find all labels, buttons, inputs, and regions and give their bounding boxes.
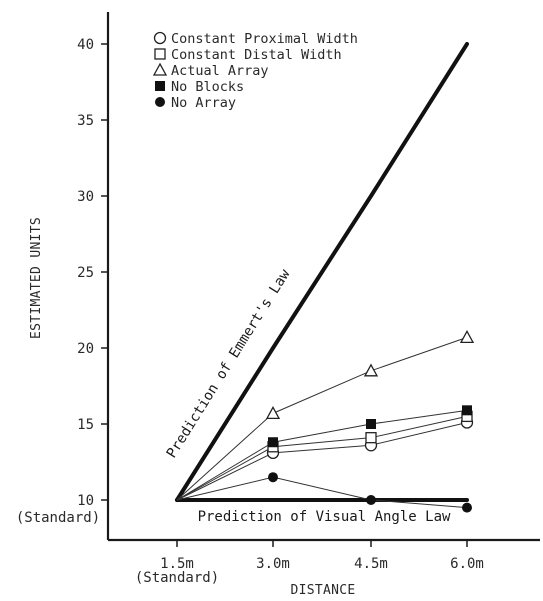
legend-label-1: Constant Distal Width (171, 47, 342, 63)
x-axis-title: DISTANCE (290, 583, 355, 598)
series-line-3 (176, 409, 468, 501)
y-tick-label-35: 35 (77, 113, 94, 129)
data-point-2-2 (363, 363, 379, 377)
y-standard-note: (Standard) (16, 510, 100, 526)
legend-label-0: Constant Proximal Width (171, 31, 358, 47)
series-4 (176, 472, 472, 513)
legend-label-4: No Array (171, 95, 236, 111)
series-group (176, 330, 475, 513)
reference-lines (175, 42, 469, 502)
data-point-2-1 (265, 406, 281, 420)
x-ticks: 1.5m 3.0m 4.5m 6.0m (160, 540, 484, 572)
series-3 (176, 405, 472, 501)
emmert-law-line (175, 42, 469, 502)
data-point-3-1 (268, 437, 278, 448)
data-point-2-3 (459, 330, 475, 344)
legend-label-3: No Blocks (171, 79, 244, 95)
data-point-3-3 (462, 405, 472, 416)
emmert-law-label: Prediction of Emmert's Law (164, 266, 294, 461)
legend-marker-2 (152, 62, 168, 76)
legend-marker-1 (154, 48, 166, 60)
series-line-1 (176, 415, 468, 501)
data-point-4-3 (462, 502, 472, 513)
x-tick-label-1.5m: 1.5m (160, 556, 194, 572)
legend-label-2: Actual Array (171, 63, 269, 79)
data-point-4-2 (366, 495, 376, 505)
legend-marker-0 (153, 31, 167, 45)
x-tick-label-3.0m: 3.0m (256, 556, 290, 572)
series-1 (176, 410, 473, 501)
x-tick-label-4.5m: 4.5m (354, 556, 388, 572)
data-point-1-2 (365, 432, 377, 444)
y-tick-label-20: 20 (77, 341, 94, 357)
x-tick-label-6.0m: 6.0m (450, 556, 484, 572)
x-standard-note: (Standard) (135, 570, 219, 586)
axes (106, 12, 540, 542)
y-tick-label-40: 40 (77, 37, 94, 53)
legend-marker-3 (155, 81, 165, 91)
y-tick-label-25: 25 (77, 265, 94, 281)
legend-marker-4 (155, 97, 165, 107)
series-line-2 (176, 336, 468, 501)
series-line-0 (176, 421, 468, 501)
series-2 (176, 330, 475, 501)
y-tick-label-10: 10 (77, 493, 94, 509)
visual-angle-law-label: Prediction of Visual Angle Law (198, 509, 451, 525)
data-point-4-1 (268, 472, 278, 483)
y-tick-label-30: 30 (77, 189, 94, 205)
series-line-4 (176, 476, 468, 509)
data-point-3-2 (366, 419, 376, 429)
y-ticks: 10 15 20 25 30 35 40 (77, 37, 108, 509)
y-tick-label-15: 15 (77, 417, 94, 433)
y-axis-title: ESTIMATED UNITS (29, 217, 44, 339)
